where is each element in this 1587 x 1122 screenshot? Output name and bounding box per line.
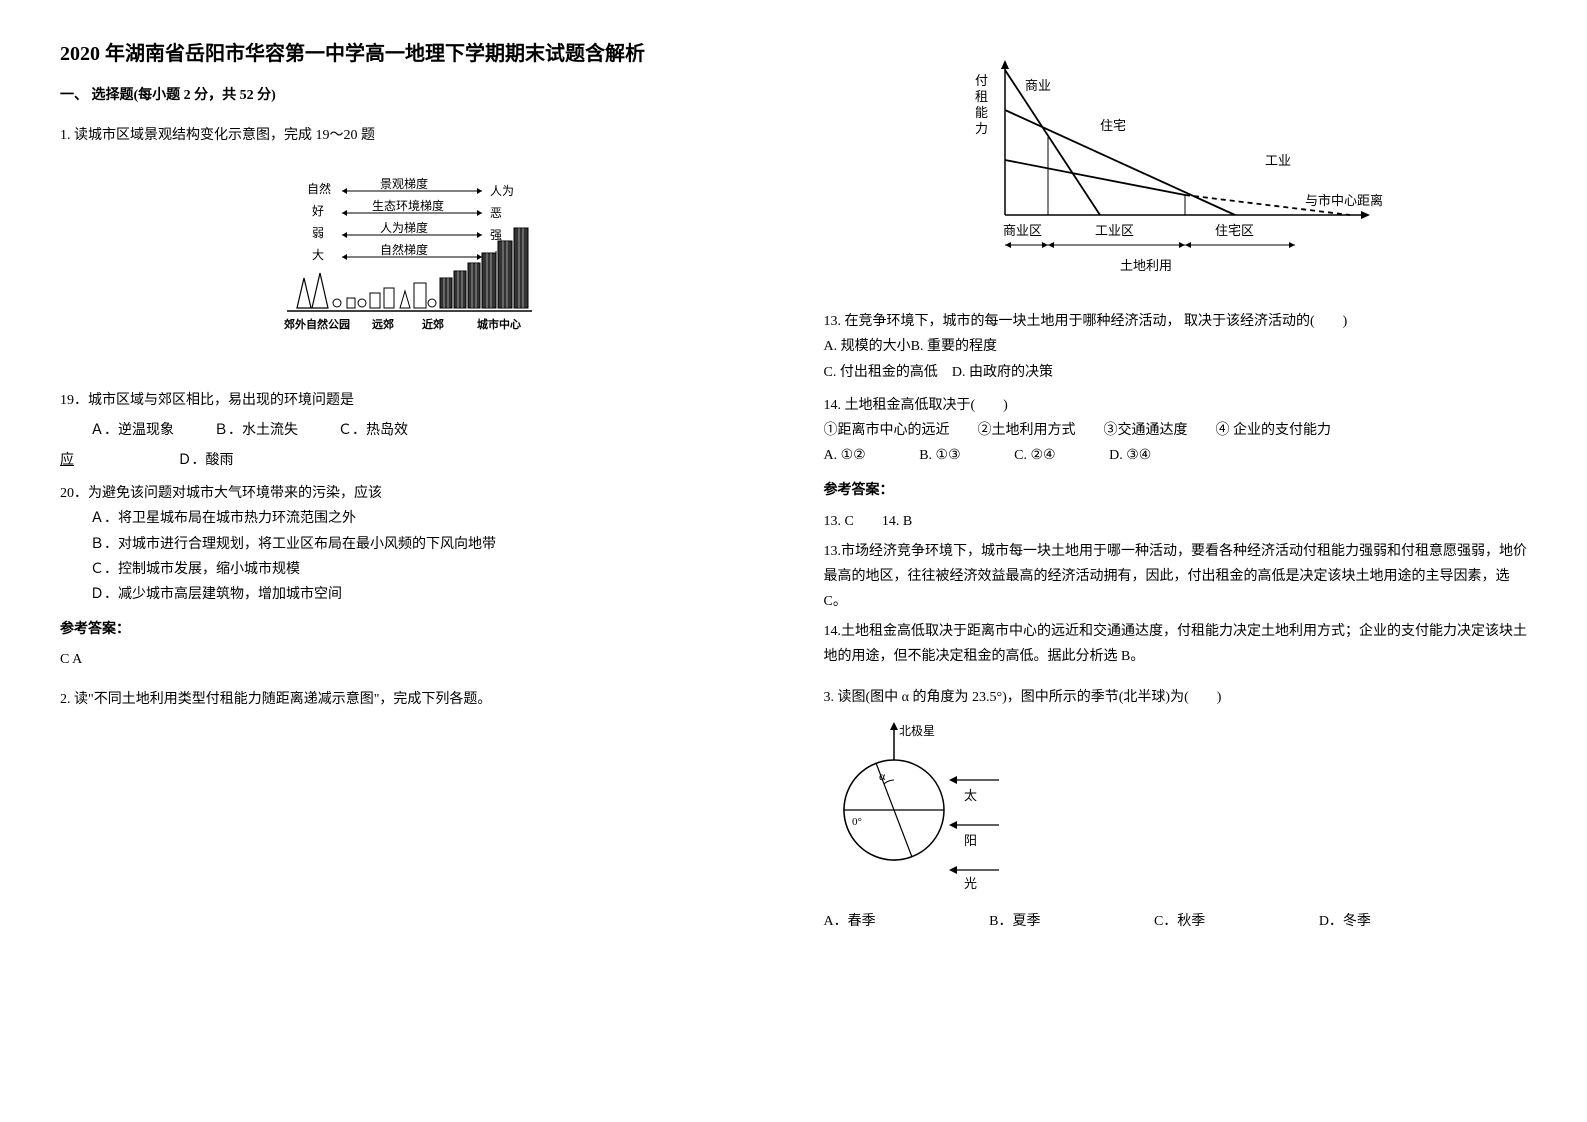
question-1: 1. 读城市区域景观结构变化示意图，完成 19～20 题 自然 景观梯度 人为 … (60, 123, 764, 672)
q19-opt-d: Ｄ．酸雨 (178, 453, 234, 468)
zone-commercial: 商业区 (1003, 223, 1042, 238)
label-bad: 恶 (490, 206, 502, 220)
q3-opt-a: A．春季 (824, 909, 876, 934)
q14-factors: ①距离市中心的远近 ②土地利用方式 ③交通通达度 ④ 企业的支付能力 (824, 418, 1528, 443)
page-title: 2020 年湖南省岳阳市华容第一中学高一地理下学期期末试题含解析 (60, 40, 764, 68)
answer-2-line1: 13. C 14. B (824, 509, 1528, 534)
q1-diagram: 自然 景观梯度 人为 好 生态环境梯度 恶 弱 人为梯度 (60, 163, 764, 372)
y-axis-label-4: 力 (975, 121, 988, 136)
curve-commercial: 商业 (1025, 78, 1051, 93)
label-big: 大 (312, 248, 324, 262)
north-star: 北极星 (899, 724, 935, 738)
label-near-suburb: 近郊 (422, 317, 444, 331)
label-human-gradient: 人为梯度 (380, 220, 428, 235)
left-column: 2020 年湖南省岳阳市华容第一中学高一地理下学期期末试题含解析 一、 选择题(… (60, 40, 764, 949)
curve-residential: 住宅 (1100, 118, 1126, 133)
zone-industrial: 工业区 (1095, 223, 1134, 238)
q19-opt-a: Ａ．逆温现象 (90, 418, 174, 443)
zone-residential: 住宅区 (1215, 223, 1254, 238)
q14-opt-b: B. ①③ (919, 443, 960, 468)
q14-opt-a: A. ①② (824, 443, 866, 468)
section-header: 一、 选择题(每小题 2 分，共 52 分) (60, 83, 764, 108)
q20-opt-a: Ａ．将卫星城布局在城市热力环流范围之外 (60, 506, 764, 531)
y-axis-label-3: 能 (975, 105, 988, 120)
q13-text: 13. 在竞争环境下，城市的每一块土地用于哪种经济活动， 取决于该经济活动的( … (824, 309, 1528, 334)
q14: 14. 土地租金高低取决于( ) ①距离市中心的远近 ②土地利用方式 ③交通通达… (824, 393, 1528, 469)
label-strong: 强 (490, 228, 502, 242)
q3-diagram: α 0° 北极星 太 阳 光 (824, 720, 1528, 899)
right-column: 付 租 能 力 商业 住宅 工业 与市中心距离 (824, 40, 1528, 949)
question-2-intro: 2. 读"不同土地利用类型付租能力随距离递减示意图"，完成下列各题。 (60, 687, 764, 712)
q1-intro: 1. 读城市区域景观结构变化示意图，完成 19～20 题 (60, 123, 764, 148)
answer-2-exp2: 14.土地租金高低取决于距离市中心的远近和交通通达度，付租能力决定土地利用方式；… (824, 619, 1528, 669)
label-nature-gradient: 自然梯度 (380, 242, 428, 257)
sun-2: 阳 (964, 833, 977, 848)
answer-1: C A (60, 647, 764, 672)
label-good: 好 (312, 204, 324, 218)
q2-intro: 2. 读"不同土地利用类型付租能力随距离递减示意图"，完成下列各题。 (60, 687, 764, 712)
angle-alpha: α (879, 769, 886, 783)
q20-opt-c: Ｃ．控制城市发展，缩小城市规模 (60, 557, 764, 582)
equator-label: 0° (852, 816, 862, 828)
q3-opt-d: D．冬季 (1319, 909, 1371, 934)
q13-opt-b: B. 重要的程度 (911, 339, 997, 354)
q19: 19．城市区域与郊区相比，易出现的环境问题是 Ａ．逆温现象 Ｂ．水土流失 Ｃ．热… (60, 388, 764, 474)
q3-intro: 3. 读图(图中 α 的角度为 23.5°)，图中所示的季节(北半球)为( ) (824, 685, 1528, 710)
y-axis-label-1: 付 (975, 73, 988, 88)
sun-1: 太 (964, 788, 977, 803)
q14-opt-c: C. ②④ (1014, 443, 1055, 468)
q19-opt-c: Ｃ．热岛效 (338, 418, 408, 443)
q13-opt-a: A. 规模的大小 (824, 339, 911, 354)
q20-text: 20．为避免该问题对城市大气环境带来的污染，应该 (60, 481, 764, 506)
q19-text: 19．城市区域与郊区相比，易出现的环境问题是 (60, 388, 764, 413)
label-human: 人为 (490, 184, 514, 198)
question-3: 3. 读图(图中 α 的角度为 23.5°)，图中所示的季节(北半球)为( ) … (824, 685, 1528, 935)
label-natural: 自然 (307, 181, 331, 196)
curve-industrial: 工业 (1265, 153, 1291, 168)
q2-diagram: 付 租 能 力 商业 住宅 工业 与市中心距离 (824, 55, 1528, 294)
q20-opt-b: Ｂ．对城市进行合理规划，将工业区布局在最小风频的下风向地带 (60, 532, 764, 557)
answer-label-1: 参考答案： (60, 617, 764, 642)
q13: 13. 在竞争环境下，城市的每一块土地用于哪种经济活动， 取决于该经济活动的( … (824, 309, 1528, 385)
q3-opt-b: B．夏季 (989, 909, 1040, 934)
q20-opt-d: Ｄ．减少城市高层建筑物，增加城市空间 (60, 582, 764, 607)
q19-opt-b: Ｂ．水土流失 (214, 418, 298, 443)
q3-opt-c: C．秋季 (1154, 909, 1205, 934)
label-park: 郊外自然公园 (284, 317, 350, 331)
bottom-land-use: 土地利用 (1120, 258, 1172, 273)
answer-2-exp1: 13.市场经济竞争环境下，城市每一块土地用于哪一种活动，要看各种经济活动付租能力… (824, 539, 1528, 615)
q20: 20．为避免该问题对城市大气环境带来的污染，应该 Ａ．将卫星城布局在城市热力环流… (60, 481, 764, 607)
label-city-center: 城市中心 (477, 317, 521, 331)
q13-opt-d: D. 由政府的决策 (952, 365, 1053, 380)
label-eco-gradient: 生态环境梯度 (372, 198, 444, 213)
label-weak: 弱 (312, 226, 324, 240)
label-landscape-gradient: 景观梯度 (380, 176, 428, 191)
q14-text: 14. 土地租金高低取决于( ) (824, 393, 1528, 418)
x-axis-label: 与市中心距离 (1305, 193, 1383, 208)
q14-opt-d: D. ③④ (1109, 443, 1151, 468)
q13-opt-c: C. 付出租金的高低 (824, 365, 938, 380)
sun-3: 光 (964, 876, 977, 890)
label-far-suburb: 远郊 (372, 317, 394, 331)
q19-opt-c-cont: 应 (60, 453, 74, 468)
y-axis-label-2: 租 (975, 89, 988, 104)
answer-label-2: 参考答案： (824, 478, 1528, 503)
